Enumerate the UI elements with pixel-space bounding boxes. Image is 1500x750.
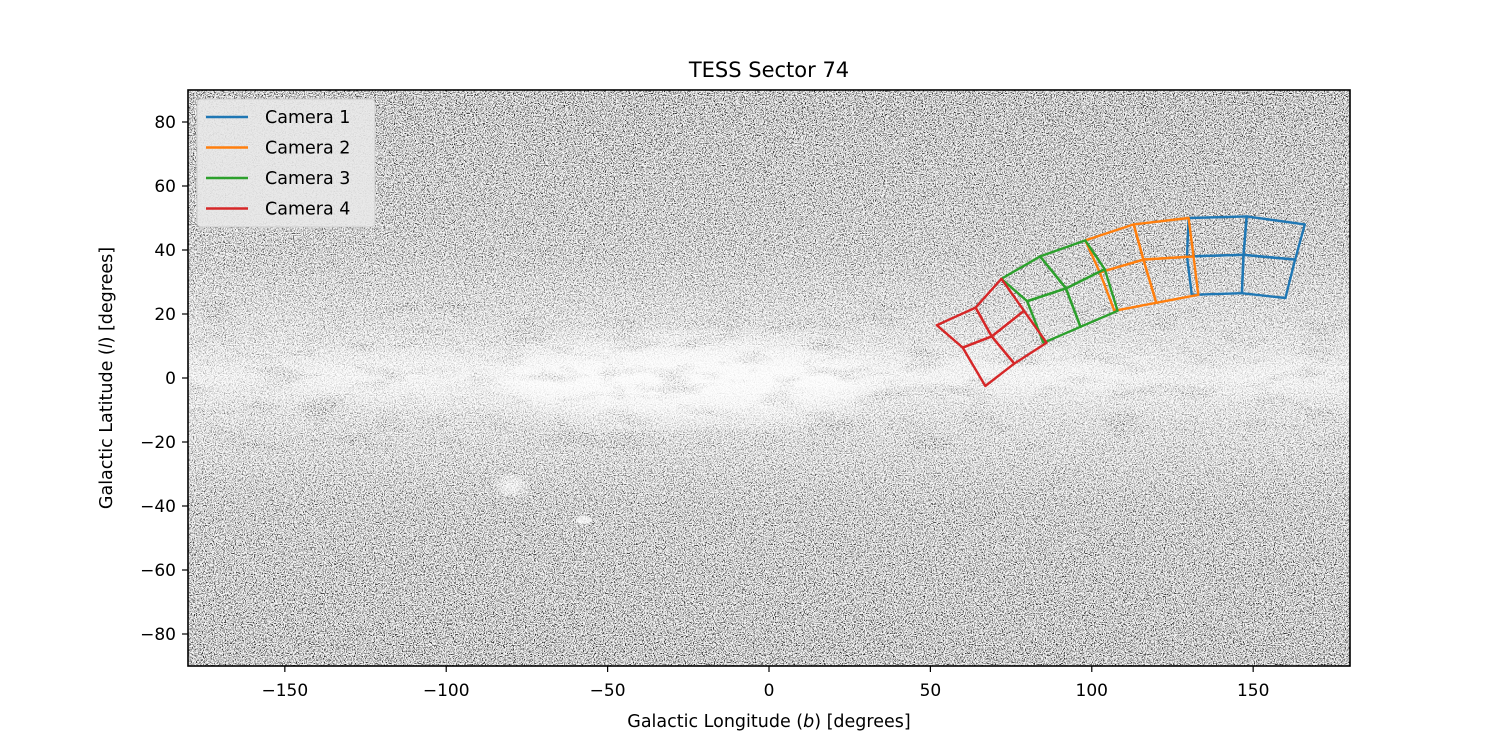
x-tick-label: 50 (920, 681, 942, 701)
legend-entry: Camera 4 (206, 200, 350, 220)
legend-entry: Camera 1 (206, 108, 350, 128)
x-axis-ticks: −150 −100 −50 0 50 100 150 (261, 666, 1269, 701)
camera-2-ccd-4 (1132, 216, 1195, 261)
y-axis-ticks: −80 −60 −40 −20 0 20 40 60 80 (140, 113, 188, 645)
camera-footprints (935, 215, 1307, 388)
legend-entry: Camera 3 (206, 169, 350, 189)
legend-label: Camera 3 (265, 169, 350, 189)
small-magellanic-cloud (576, 516, 592, 524)
x-tick-label: 150 (1237, 681, 1269, 701)
legend-entry: Camera 2 (206, 139, 350, 159)
camera-1-footprint (1185, 215, 1307, 300)
y-tick-label: −80 (140, 625, 176, 645)
x-tick-label: −100 (423, 681, 470, 701)
legend: Camera 1 Camera 2 Camera 3 Camera 4 (196, 98, 376, 228)
camera-2-footprint (1084, 216, 1200, 312)
camera-3-ccd-4 (1038, 239, 1106, 290)
y-tick-label: 60 (154, 177, 176, 197)
legend-label: Camera 4 (265, 200, 350, 220)
y-axis-label: Galactic Latitude (l) [degrees] (97, 247, 117, 509)
camera-1-ccd-4 (1242, 215, 1307, 261)
x-tick-label: 100 (1076, 681, 1108, 701)
y-tick-label: −40 (140, 497, 176, 517)
x-axis-label: Galactic Longitude (b) [degrees] (627, 712, 910, 732)
legend-box (196, 98, 376, 228)
y-tick-label: −60 (140, 561, 176, 581)
x-tick-label: −150 (261, 681, 308, 701)
legend-label: Camera 1 (265, 108, 350, 128)
x-tick-label: 0 (764, 681, 775, 701)
y-tick-label: 40 (154, 241, 176, 261)
camera-4-footprint (935, 277, 1048, 388)
y-tick-label: 20 (154, 305, 176, 325)
y-tick-label: 0 (165, 369, 176, 389)
sky-background (188, 90, 1350, 666)
camera-3-footprint (1000, 239, 1119, 344)
y-tick-label: −20 (140, 433, 176, 453)
x-tick-label: −50 (590, 681, 626, 701)
y-tick-label: 80 (154, 113, 176, 133)
chart-title: TESS Sector 74 (688, 58, 849, 82)
legend-label: Camera 2 (265, 139, 350, 159)
large-magellanic-cloud (498, 477, 526, 495)
camera-4-ccd-4 (974, 277, 1026, 338)
